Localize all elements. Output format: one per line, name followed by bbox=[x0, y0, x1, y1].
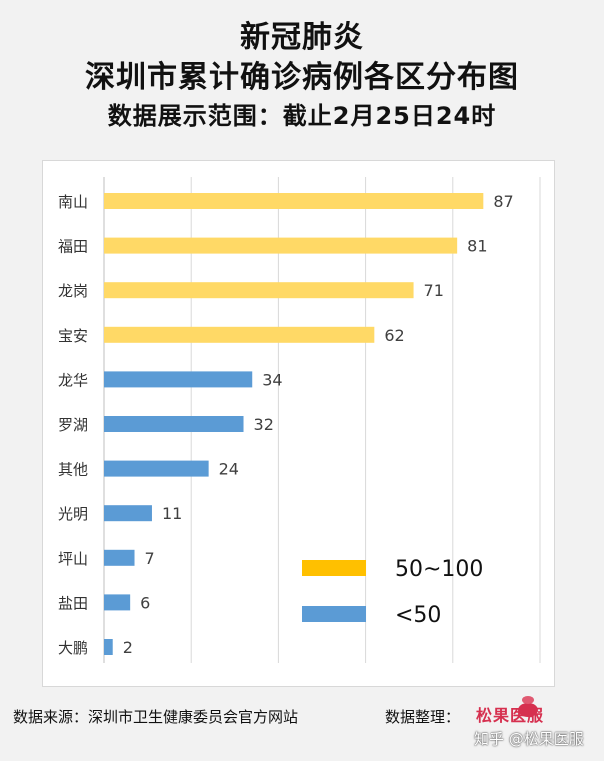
logo-icon bbox=[518, 696, 538, 717]
bar bbox=[104, 639, 113, 655]
bar bbox=[104, 282, 414, 299]
category-label: 大鹏 bbox=[58, 639, 88, 657]
data-label: 24 bbox=[219, 460, 239, 479]
data-label: 32 bbox=[254, 415, 274, 434]
bar bbox=[104, 460, 209, 477]
bar bbox=[104, 237, 458, 254]
data-label: 34 bbox=[262, 370, 282, 389]
data-label: 62 bbox=[384, 326, 404, 345]
data-label: 6 bbox=[140, 593, 150, 612]
legend-swatch bbox=[302, 560, 366, 576]
legend-label: 50~100 bbox=[395, 557, 483, 582]
data-label: 7 bbox=[145, 549, 155, 568]
category-label: 其他 bbox=[58, 461, 88, 479]
logo: 松果医服 bbox=[476, 688, 586, 728]
logo-text: 松果医服 bbox=[476, 706, 545, 725]
data-source: 数据来源：深圳市卫生健康委员会官方网站 bbox=[13, 708, 299, 726]
bar bbox=[104, 371, 253, 388]
chart-title: 新冠肺炎 bbox=[240, 20, 364, 55]
category-label: 宝安 bbox=[58, 327, 88, 345]
category-label: 福田 bbox=[58, 238, 88, 256]
bar-chart: 南山 87 福田 81 龙岗 71 宝安 62 龙华 34 罗湖 32 其他 24 光明 11 坪山 7 盐田 6 大鹏… bbox=[58, 177, 541, 663]
data-label: 71 bbox=[424, 281, 444, 300]
legend-label: <50 bbox=[395, 603, 441, 628]
legend-swatch bbox=[302, 606, 366, 622]
category-label: 盐田 bbox=[58, 594, 88, 612]
bar bbox=[104, 326, 375, 343]
bar bbox=[104, 594, 131, 611]
category-label: 光明 bbox=[58, 505, 88, 523]
category-label: 龙岗 bbox=[58, 282, 88, 300]
bar bbox=[104, 193, 484, 209]
bar bbox=[104, 505, 152, 522]
chart-date-range: 数据展示范围：截止2月25日24时 bbox=[107, 102, 497, 130]
chart-subtitle: 深圳市累计确诊病例各区分布图 bbox=[85, 60, 519, 95]
category-label: 龙华 bbox=[58, 371, 88, 389]
category-label: 罗湖 bbox=[58, 416, 88, 434]
data-label: 81 bbox=[467, 237, 487, 256]
bar bbox=[104, 416, 244, 432]
watermark: 知乎 @松果医服 bbox=[474, 730, 584, 748]
bar bbox=[104, 549, 135, 566]
data-label: 11 bbox=[162, 504, 182, 523]
data-label: 87 bbox=[493, 192, 513, 211]
category-label: 南山 bbox=[58, 193, 88, 211]
category-label: 坪山 bbox=[58, 550, 88, 568]
chart-area: 南山 87 福田 81 龙岗 71 宝安 62 龙华 34 罗湖 32 其他 24 光明 11 坪山 7 盐田 6 大鹏… bbox=[42, 160, 555, 687]
compiled-by-label: 数据整理： bbox=[385, 708, 461, 726]
title-block: 新冠肺炎 深圳市累计确诊病例各区分布图 数据展示范围：截止2月25日24时 bbox=[0, 18, 604, 134]
data-label: 2 bbox=[123, 638, 133, 657]
